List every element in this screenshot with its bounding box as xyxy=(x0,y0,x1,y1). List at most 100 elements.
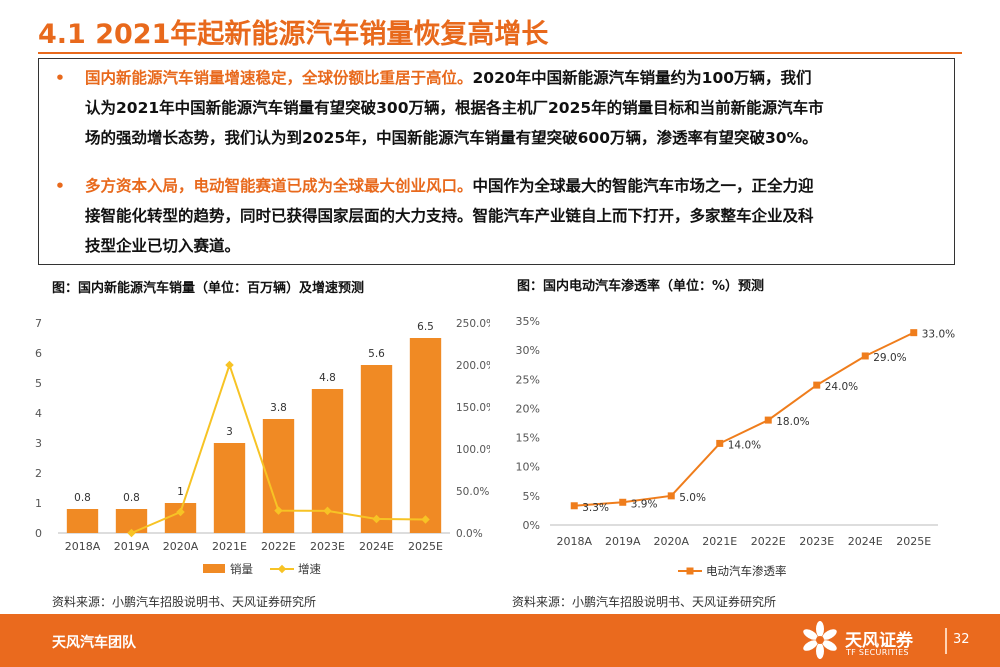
y-tick-label: 2 xyxy=(35,467,42,480)
y-tick-label: 3 xyxy=(35,437,42,450)
point-data-label: 3.9% xyxy=(631,498,658,510)
point-data-label: 5.0% xyxy=(679,492,706,504)
bar-data-label: 4.8 xyxy=(319,372,336,384)
sales-bar xyxy=(164,503,197,533)
point-data-label: 33.0% xyxy=(922,329,955,341)
x-tick-label: 2018A xyxy=(65,540,101,553)
penetration-point xyxy=(667,492,675,500)
y-tick-label: 5% xyxy=(523,490,540,503)
growth-point xyxy=(421,515,430,524)
bullet-1-line-2: 认为2021年中国新能源汽车销量有望突破300万辆，根据各主机厂2025年的销量… xyxy=(85,99,824,117)
legend-bar-label: 销量 xyxy=(230,562,253,576)
sales-bar xyxy=(213,443,246,533)
growth-point xyxy=(372,514,381,524)
sales-bar xyxy=(409,338,442,533)
point-data-label: 24.0% xyxy=(825,381,858,393)
left-source: 资料来源：小鹏汽车招股说明书、天风证券研究所 xyxy=(52,595,317,609)
y-tick-label: 1 xyxy=(35,497,42,510)
bullet-2-line-3: 技型企业已切入赛道。 xyxy=(85,237,241,255)
bar-data-label: 3 xyxy=(226,426,233,438)
y-tick-label: 15% xyxy=(516,432,540,445)
penetration-point xyxy=(813,381,821,389)
bullet-2: • 多方资本入局，电动智能赛道已成为全球最大创业风口。中国作为全球最大的智能汽车… xyxy=(51,171,943,261)
page-divider xyxy=(945,628,947,654)
y2-tick-label: 0.0% xyxy=(456,528,483,540)
penetration-point xyxy=(570,502,578,510)
y-tick-label: 35% xyxy=(516,315,540,328)
x-tick-label: 2022E xyxy=(751,535,786,548)
x-tick-label: 2020A xyxy=(653,535,689,548)
y-tick-label: 25% xyxy=(516,373,540,386)
bar-data-label: 0.8 xyxy=(74,492,91,504)
right-source: 资料来源：小鹏汽车招股说明书、天风证券研究所 xyxy=(512,595,777,609)
y-tick-label: 5 xyxy=(35,377,42,390)
y-tick-label: 0% xyxy=(523,519,540,532)
x-tick-label: 2023E xyxy=(799,535,834,548)
logo-text: 天风证券 xyxy=(845,631,913,651)
x-tick-label: 2019A xyxy=(114,540,150,553)
x-tick-label: 2022E xyxy=(261,540,296,553)
y-tick-label: 6 xyxy=(35,347,42,360)
sales-bar xyxy=(360,365,393,533)
y2-tick-label: 200.0% xyxy=(456,360,490,372)
x-tick-label: 2024E xyxy=(359,540,394,553)
point-data-label: 14.0% xyxy=(728,439,761,451)
bullet-1: • 国内新能源汽车销量增速稳定，全球份额比重居于高位。2020年中国新能源汽车销… xyxy=(51,63,943,153)
legend-line-marker xyxy=(686,567,694,575)
growth-point xyxy=(225,360,234,370)
title-rule xyxy=(38,52,962,54)
growth-point xyxy=(323,506,332,516)
y-tick-label: 7 xyxy=(35,317,42,330)
bullet-2-line-2: 接智能化转型的趋势，同时已获得国家层面的大力支持。智能汽车产业链自上而下打开，多… xyxy=(85,207,814,225)
bar-data-label: 3.8 xyxy=(270,402,287,414)
penetration-point xyxy=(716,439,724,447)
legend-bar-swatch xyxy=(203,564,225,573)
penetration-point xyxy=(861,352,869,360)
footer-bar: 天风汽车团队 天风证券 TF SECURITIES 32 xyxy=(0,614,1000,667)
bullet-1-highlight: 国内新能源汽车销量增速稳定，全球份额比重居于高位。 xyxy=(85,69,473,87)
logo-subtext: TF SECURITIES xyxy=(846,648,909,657)
bar-data-label: 1 xyxy=(177,486,184,498)
legend-line-label: 增速 xyxy=(298,562,321,576)
penetration-chart: 0% 5% 10% 15% 20% 25% 30% 35% 3.3% 2018A 3.9% 2019A… xyxy=(516,315,956,578)
bar-data-label: 5.6 xyxy=(368,348,385,360)
left-chart-title: 图：国内新能源汽车销量（单位：百万辆）及增速预测 xyxy=(52,281,365,296)
right-chart-title: 图：国内电动汽车渗透率（单位：%）预测 xyxy=(517,279,765,294)
bullet-dot-icon: • xyxy=(55,69,65,87)
point-data-label: 18.0% xyxy=(776,416,809,428)
x-tick-label: 2021E xyxy=(702,535,737,548)
bullet-2-highlight: 多方资本入局，电动智能赛道已成为全球最大创业风口。 xyxy=(85,177,473,195)
footer-team: 天风汽车团队 xyxy=(52,635,136,651)
x-tick-label: 2025E xyxy=(896,535,931,548)
penetration-line xyxy=(574,331,915,507)
x-tick-label: 2019A xyxy=(605,535,641,548)
penetration-point xyxy=(764,416,772,424)
x-tick-label: 2025E xyxy=(408,540,443,553)
x-tick-label: 2018A xyxy=(556,535,592,548)
growth-point xyxy=(274,506,283,515)
sales-bar xyxy=(66,509,99,533)
sales-chart: 0 1 2 3 4 5 6 7 0.0% 50.0% 100.0% 150.0% 200.0% 250.0… xyxy=(35,317,490,576)
bullet-1-line-1: 2020年中国新能源汽车销量约为100万辆，我们 xyxy=(472,69,812,87)
page-number: 32 xyxy=(953,632,970,647)
bullet-box: • 国内新能源汽车销量增速稳定，全球份额比重居于高位。2020年中国新能源汽车销… xyxy=(38,58,955,265)
y-tick-label: 30% xyxy=(516,344,540,357)
x-tick-label: 2021E xyxy=(212,540,247,553)
penetration-point xyxy=(619,498,627,506)
bar-data-label: 0.8 xyxy=(123,492,140,504)
y2-tick-label: 250.0% xyxy=(456,318,490,330)
y2-tick-label: 100.0% xyxy=(456,444,490,456)
y2-tick-label: 50.0% xyxy=(456,486,489,498)
y-tick-label: 10% xyxy=(516,461,540,474)
bullet-1-line-3: 场的强劲增长态势，我们认为到2025年，中国新能源汽车销量有望突破600万辆，渗… xyxy=(85,129,818,147)
bar-data-label: 6.5 xyxy=(417,321,434,333)
legend-line-label: 电动汽车渗透率 xyxy=(706,564,787,578)
x-tick-label: 2024E xyxy=(848,535,883,548)
y2-tick-label: 150.0% xyxy=(456,402,490,414)
bullet-2-line-1: 中国作为全球最大的智能汽车市场之一，正全力迎 xyxy=(472,177,814,195)
x-tick-label: 2020A xyxy=(163,540,199,553)
point-data-label: 29.0% xyxy=(873,352,906,364)
y-tick-label: 0 xyxy=(35,527,42,540)
legend-line-marker xyxy=(277,564,287,574)
bullet-dot-icon: • xyxy=(55,177,65,195)
